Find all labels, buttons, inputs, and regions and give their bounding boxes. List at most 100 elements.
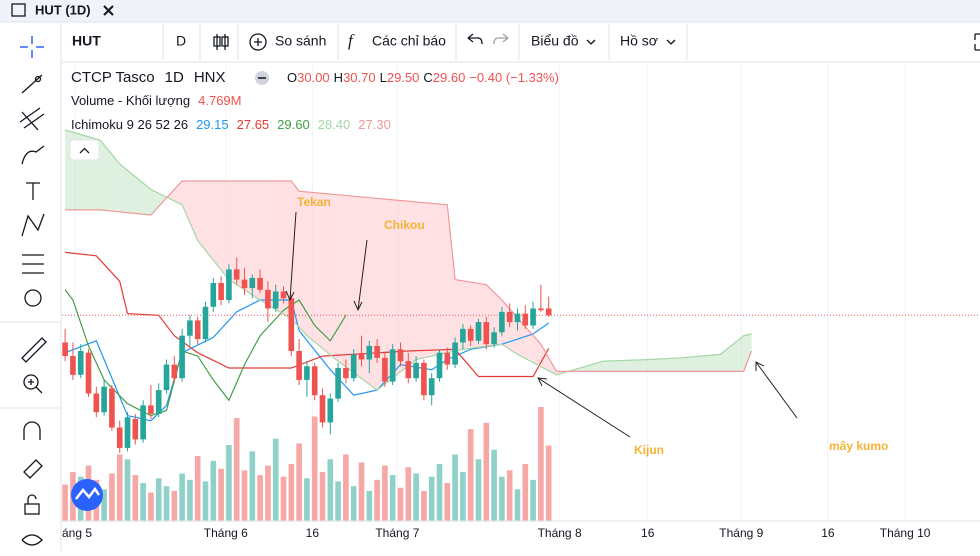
cloud-fill xyxy=(677,357,682,372)
candle-type-button[interactable] xyxy=(213,34,229,50)
profile-menu[interactable]: Hồ sơ xyxy=(620,33,658,49)
ichimoku-line xyxy=(64,289,347,417)
cloud-fill xyxy=(299,191,304,332)
compare-button[interactable]: So sánh xyxy=(275,33,326,49)
candle-body xyxy=(257,277,263,290)
volume-bar xyxy=(421,490,427,521)
volume-bar xyxy=(319,471,326,521)
cloud-fill xyxy=(314,192,319,346)
indicator-icon: f xyxy=(348,31,355,50)
cloud-fill xyxy=(521,322,526,359)
icon-tool[interactable] xyxy=(24,289,42,307)
ichimoku-value: 29.60 xyxy=(277,117,310,132)
candle-body xyxy=(202,306,209,340)
candle-body xyxy=(109,388,115,428)
pattern-tool[interactable] xyxy=(21,213,45,237)
cloud-fill xyxy=(100,140,105,211)
candle-body xyxy=(163,364,170,391)
candle-body xyxy=(148,405,154,414)
candle-body xyxy=(171,364,178,379)
ichimoku-line xyxy=(65,180,753,372)
fib-tool[interactable] xyxy=(19,107,45,131)
crosshair-tool[interactable] xyxy=(20,36,44,58)
cloud-fill xyxy=(349,195,354,373)
ohlc-value: 29.60 xyxy=(433,70,466,85)
trendline-tool[interactable] xyxy=(21,74,43,94)
magnet-tool[interactable] xyxy=(23,421,41,440)
volume-bar xyxy=(327,459,334,521)
change-value: −0.40 (−1.33%) xyxy=(469,70,559,85)
volume-bar xyxy=(358,462,365,521)
cloud-fill xyxy=(700,355,705,372)
candle-body xyxy=(366,345,373,360)
x-tick-label: 16 xyxy=(641,526,655,540)
cloud-fill xyxy=(408,201,413,366)
ruler-tool[interactable] xyxy=(21,337,47,363)
volume-bar xyxy=(366,490,373,521)
candle-body xyxy=(218,283,224,300)
fullscreen[interactable] xyxy=(974,33,980,51)
cloud-fill xyxy=(127,170,132,214)
cloud-fill xyxy=(186,181,190,223)
volume-bar xyxy=(538,407,544,521)
interval-button[interactable]: D xyxy=(176,33,186,49)
zoom-tool[interactable] xyxy=(23,374,39,390)
cloud-fill xyxy=(150,189,155,215)
cloud-fill xyxy=(685,357,690,372)
volume-bar xyxy=(452,454,458,521)
candle-body xyxy=(460,328,466,343)
volume-bar xyxy=(155,478,162,521)
volume-bar xyxy=(109,473,115,521)
cloud-fill xyxy=(525,326,530,361)
symbol-search[interactable]: HUT xyxy=(72,33,101,49)
ohlc-label: H xyxy=(334,70,343,85)
cloud-fill xyxy=(65,130,70,210)
cloud-fill xyxy=(303,191,307,336)
prediction-tool[interactable] xyxy=(22,254,44,274)
volume-bar xyxy=(116,454,123,521)
cloud-fill xyxy=(287,181,292,319)
candle-body xyxy=(179,335,185,379)
tab-title[interactable]: HUT (1D) xyxy=(35,2,91,17)
cloud-fill xyxy=(256,181,261,300)
candle-body xyxy=(382,357,388,382)
lock-tool[interactable] xyxy=(24,503,40,515)
tab-close[interactable] xyxy=(103,5,114,16)
candle-body xyxy=(499,311,505,333)
volume-bar xyxy=(405,467,412,521)
redo[interactable] xyxy=(493,33,509,45)
collapse-legend[interactable] xyxy=(69,139,100,161)
text-tool[interactable] xyxy=(26,182,40,200)
cloud-fill xyxy=(306,191,311,339)
cloud-fill xyxy=(213,181,218,265)
cloud-fill xyxy=(244,181,249,293)
cloud-fill xyxy=(252,181,257,298)
candle-body xyxy=(311,366,318,396)
x-axis: áng 5 Tháng 6 16 Tháng 7 Tháng 8 16 Tháng 9 16 T… xyxy=(62,526,931,540)
volume-bar xyxy=(460,471,466,521)
candle-body xyxy=(343,368,349,379)
volume-bar xyxy=(218,468,224,521)
annotation: Kijun xyxy=(634,443,664,457)
lock-draw-tool[interactable] xyxy=(23,459,43,479)
cloud-fill xyxy=(295,186,300,328)
candle-body xyxy=(233,269,240,280)
cloud-fill xyxy=(170,189,175,201)
ichimoku-line xyxy=(65,251,550,378)
candle-body xyxy=(405,361,412,379)
cloud-fill xyxy=(661,358,666,372)
visibility-tool[interactable] xyxy=(21,534,43,546)
cloud-fill xyxy=(435,203,440,356)
candle-body xyxy=(538,308,544,311)
chart-type-menu[interactable]: Biểu đồ xyxy=(531,33,579,49)
undo[interactable] xyxy=(467,33,483,45)
indicators-button[interactable]: Các chỉ báo xyxy=(372,33,446,49)
candle-body xyxy=(116,427,123,448)
brush-tool[interactable] xyxy=(21,145,45,165)
volume-bar xyxy=(428,476,435,521)
volume-bar xyxy=(436,464,443,521)
cloud-fill xyxy=(419,202,424,359)
candle-body xyxy=(226,269,232,300)
volume-bar xyxy=(483,422,490,521)
volume-legend: Volume - Khối lượng 4.769M xyxy=(71,93,242,108)
